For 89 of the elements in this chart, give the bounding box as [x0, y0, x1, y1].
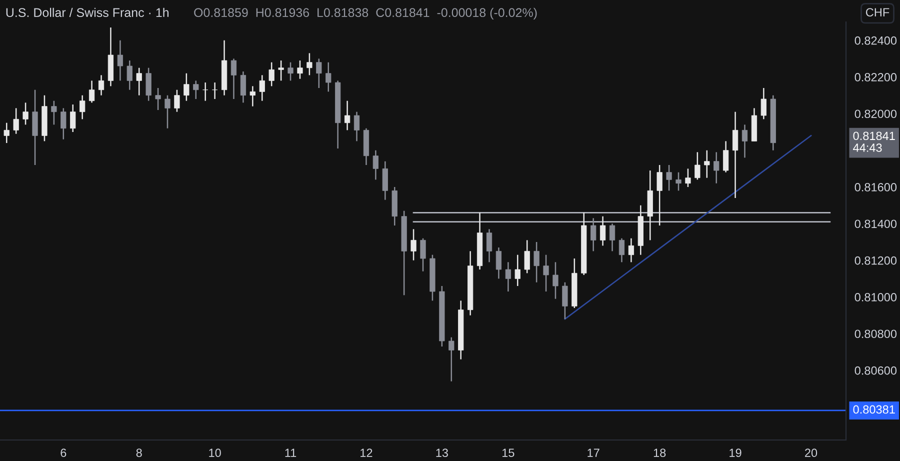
candlestick	[4, 122, 10, 144]
candlestick	[618, 238, 625, 263]
y-axis-title: CHF	[866, 8, 890, 17]
candlestick	[562, 282, 568, 320]
candlestick	[354, 111, 360, 142]
y-tick-label: 0.81200	[854, 256, 897, 265]
candlestick	[590, 218, 596, 252]
candlestick	[410, 228, 416, 261]
candlestick	[250, 86, 256, 107]
y-tick-label: 0.82000	[854, 110, 897, 118]
candlestick	[278, 60, 284, 82]
candlestick	[344, 100, 350, 131]
candlestick	[714, 152, 720, 184]
candlestick	[146, 67, 152, 102]
candlestick	[505, 262, 511, 292]
candlestick	[80, 94, 86, 120]
text: 0.81841 44:43	[853, 132, 895, 152]
candlestick	[448, 336, 454, 382]
candlestick	[240, 70, 246, 104]
candlestick	[524, 240, 530, 274]
y-tick-label: 0.82400	[854, 36, 897, 45]
candlestick	[193, 80, 199, 100]
candlestick	[268, 62, 274, 87]
y-tick-label: 0.80600	[854, 366, 897, 375]
candlestick	[316, 58, 322, 89]
candlestick	[326, 62, 332, 92]
candlestick	[732, 111, 738, 199]
candlestick	[704, 150, 710, 178]
candlestick	[155, 87, 161, 111]
x-tick-label: 11	[285, 448, 296, 457]
candlestick	[514, 254, 520, 287]
y-tick-label: 0.80800	[854, 330, 897, 338]
y-tick-label: 0.82200	[854, 73, 897, 82]
candlestick	[164, 94, 170, 129]
candlestick	[552, 262, 558, 300]
candlestick	[13, 108, 19, 134]
x-tick-label: 17	[588, 448, 600, 457]
candlestick	[98, 74, 104, 96]
candlestick	[259, 74, 265, 102]
x-tick-label: 19	[730, 448, 742, 458]
candlestick	[609, 223, 616, 252]
x-tick-label: 10	[209, 448, 221, 458]
candlestick	[174, 89, 180, 112]
y-tick-label: 0.81400	[854, 220, 897, 228]
candlestick	[543, 254, 549, 292]
candlestick	[32, 89, 38, 166]
candlestick	[202, 82, 208, 102]
x-tick-label: 6	[60, 448, 66, 458]
y-tick-label: 0.81600	[854, 183, 897, 192]
candlestick	[230, 58, 237, 100]
candlestick	[117, 40, 123, 82]
ref-line-label: 0.80381	[853, 405, 895, 414]
candlestick	[306, 52, 312, 76]
y-tick-label: 0.81000	[854, 293, 897, 302]
candlestick	[136, 67, 142, 96]
candlestick	[184, 72, 190, 102]
candlestick	[628, 238, 634, 263]
candlestick	[88, 80, 95, 104]
x-tick-label: 13	[436, 448, 448, 458]
candlestick	[694, 152, 700, 180]
candlestick	[60, 108, 66, 140]
candlestick	[126, 60, 132, 90]
x-tick-label: 18	[654, 448, 666, 458]
candlestick	[70, 104, 76, 133]
candlestick	[420, 238, 426, 272]
x-tick-label: 15	[502, 448, 514, 458]
x-tick-label: 12	[360, 448, 372, 457]
candlestick	[742, 124, 748, 158]
candlestick	[723, 140, 729, 173]
candlestick	[685, 168, 691, 188]
x-tick-label: 20	[805, 448, 818, 458]
candlestick	[676, 172, 682, 192]
candlestick	[496, 246, 502, 280]
candlestick	[600, 216, 606, 246]
candlestick	[656, 164, 662, 226]
candlestick	[382, 160, 388, 200]
candlestick	[22, 102, 28, 126]
chart-subtitle: O0.81859 H0.81936 L0.81838 C0.81841 -0.00018 (-0.02%)	[194, 8, 537, 20]
candlestick	[760, 87, 766, 120]
candlestick	[372, 150, 378, 180]
candlestick	[534, 241, 540, 283]
candlestick	[288, 62, 294, 82]
candlestick	[51, 100, 57, 126]
candlestick	[297, 60, 303, 80]
chart-title: U.S. Dollar / Swiss Franc · 1h	[6, 8, 169, 18]
candlestick	[666, 164, 672, 192]
candlestick	[486, 228, 492, 263]
candlestick	[212, 82, 218, 100]
x-tick-label: 8	[136, 448, 142, 458]
